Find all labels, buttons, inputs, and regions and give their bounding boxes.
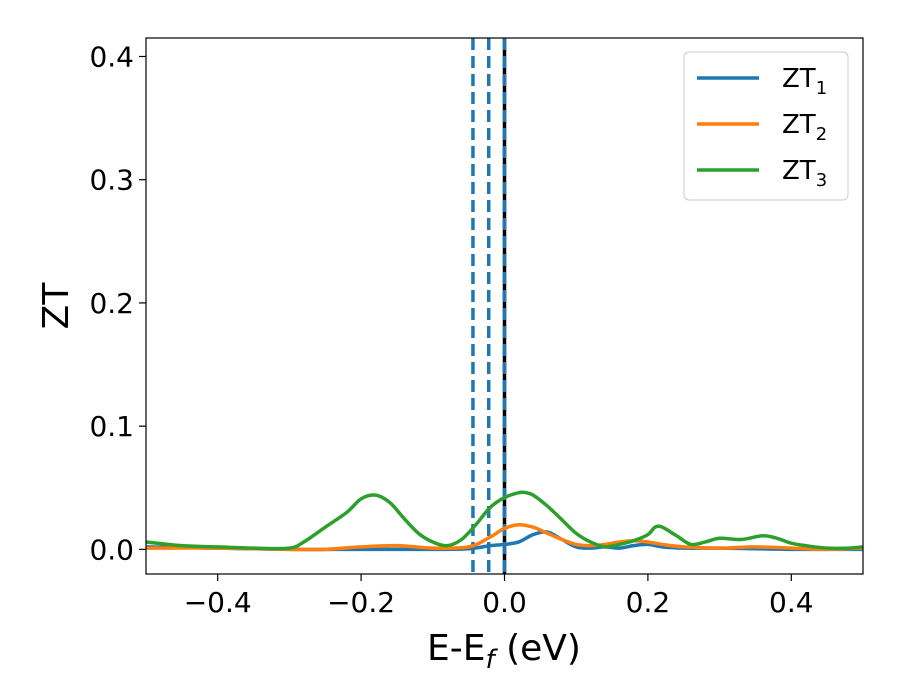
y-tick-label: 0.2	[89, 287, 134, 320]
x-tick-label: 0.2	[626, 586, 671, 619]
series-line-zt2	[146, 522, 863, 552]
y-axis: 0.0 0.1 0.2 0.3 0.4	[89, 40, 146, 566]
series-line-zt3	[146, 490, 863, 551]
x-tick-label: −0.2	[327, 586, 395, 619]
legend-label-zt3: ZT3	[782, 156, 827, 191]
x-axis-label-base: E-E	[427, 628, 485, 669]
x-tick-label: 0.4	[769, 586, 814, 619]
y-tick-label: 0.3	[89, 164, 134, 197]
x-tick-label: 0.0	[482, 586, 527, 619]
legend-label-zt1: ZT1	[782, 64, 827, 99]
legend-label-zt2: ZT2	[782, 110, 827, 145]
series-group	[146, 490, 863, 552]
legend-box	[683, 51, 849, 201]
vertical-lines	[471, 38, 507, 574]
y-tick-label: 0.1	[89, 410, 134, 443]
x-axis-label: E-Ef (eV)	[427, 628, 581, 675]
legend: ZT1 ZT2 ZT3	[683, 51, 849, 201]
y-tick-label: 0.0	[89, 533, 134, 566]
x-axis: −0.4 −0.2 0.0 0.2 0.4	[184, 574, 814, 619]
x-axis-label-unit: (eV)	[495, 628, 581, 669]
x-tick-label: −0.4	[184, 586, 252, 619]
y-tick-label: 0.4	[89, 40, 134, 73]
y-axis-label: ZT	[36, 282, 77, 330]
